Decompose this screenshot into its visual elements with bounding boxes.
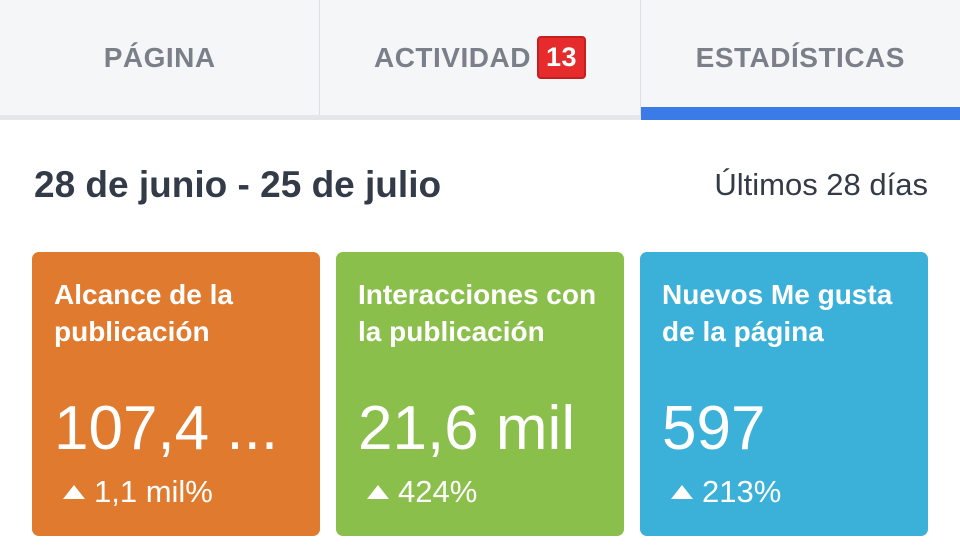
stat-card-change-value: 1,1 mil%: [94, 474, 213, 509]
stat-card-title: Nuevos Me gusta de la página: [662, 279, 893, 347]
stat-card-new-page-likes[interactable]: Nuevos Me gusta de la página 597 213%: [640, 252, 928, 536]
date-summary-row: 28 de junio - 25 de julio Últimos 28 día…: [34, 160, 928, 210]
date-range: 28 de junio - 25 de julio: [34, 164, 442, 205]
up-arrow-icon: [367, 485, 389, 499]
tab-label: ACTIVIDAD: [373, 41, 531, 73]
tab-estadisticas[interactable]: ESTADÍSTICAS: [640, 0, 960, 120]
active-tab-indicator: [640, 107, 960, 120]
stat-card-change: 424%: [366, 474, 477, 510]
tab-actividad[interactable]: ACTIVIDAD 13: [320, 0, 641, 115]
up-arrow-icon: [63, 485, 85, 499]
stat-card-value: 21,6 mil: [358, 394, 576, 463]
stat-card-value: 107,4 ...: [54, 394, 279, 463]
stat-card-title: Alcance de la publicación: [54, 279, 233, 347]
period-selector[interactable]: Últimos 28 días: [714, 167, 928, 202]
tab-label: ESTADÍSTICAS: [695, 41, 905, 73]
stat-card-post-reach[interactable]: Alcance de la publicación 107,4 ... 1,1 …: [32, 252, 320, 536]
stat-card-change-value: 424%: [398, 474, 478, 509]
tab-bar: PÁGINA ACTIVIDAD 13 ESTADÍSTICAS: [0, 0, 960, 120]
stats-cards: Alcance de la publicación 107,4 ... 1,1 …: [32, 252, 928, 536]
up-arrow-icon: [671, 485, 693, 499]
tab-pagina[interactable]: PÁGINA: [0, 0, 321, 115]
stat-card-value: 597: [662, 394, 766, 463]
stat-card-change: 213%: [670, 474, 781, 510]
stat-card-post-engagement[interactable]: Interacciones con la publicación 21,6 mi…: [336, 252, 624, 536]
stat-card-title: Interacciones con la publicación: [358, 279, 597, 347]
tab-label: PÁGINA: [103, 41, 216, 73]
notification-badge: 13: [536, 36, 586, 79]
stat-card-change: 1,1 mil%: [62, 474, 213, 510]
stat-card-change-value: 213%: [702, 474, 782, 509]
